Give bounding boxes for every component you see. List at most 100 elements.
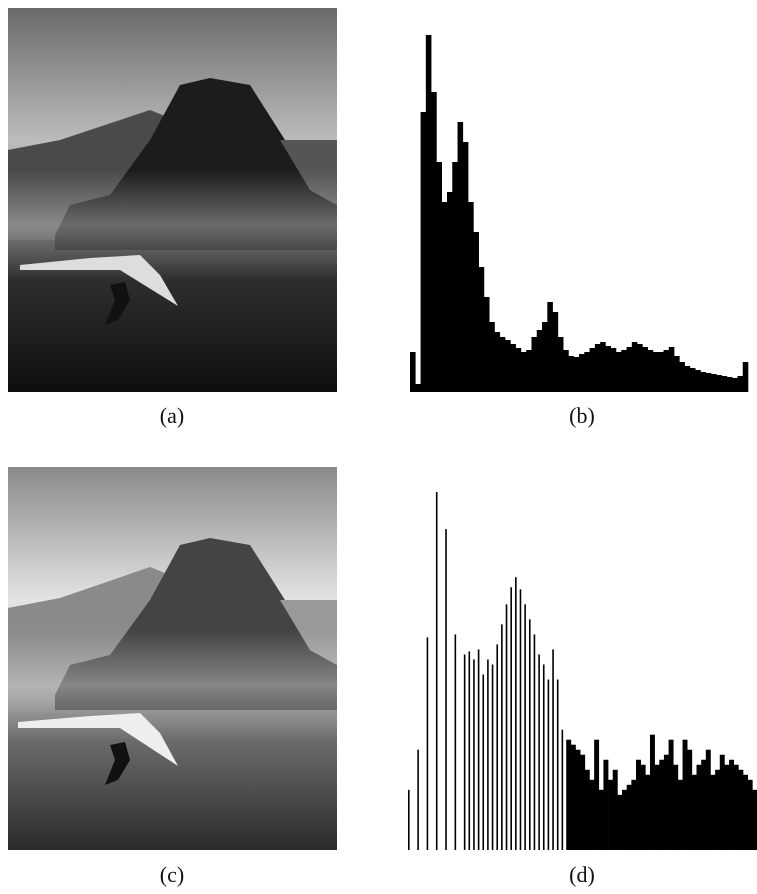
histogram-bar — [632, 342, 638, 392]
histogram-spike — [603, 760, 608, 850]
histogram-bar — [516, 348, 522, 392]
histogram-spike — [608, 780, 613, 850]
histogram-bar — [727, 377, 733, 392]
histogram-spike — [738, 770, 743, 850]
histogram-spike — [552, 649, 554, 850]
histogram-spike — [580, 755, 585, 850]
histogram-spike — [715, 770, 720, 850]
histogram-spike — [729, 760, 734, 850]
histogram-spike — [743, 775, 748, 850]
histogram-spike — [645, 775, 650, 850]
histogram-spike — [734, 765, 739, 850]
histogram-spike — [529, 619, 531, 850]
histogram-bar — [653, 352, 659, 392]
histogram-bar — [722, 376, 728, 392]
histogram-spike — [622, 790, 627, 850]
histogram-spike — [659, 760, 664, 850]
histogram-bar — [711, 374, 717, 392]
histogram-spike — [701, 760, 706, 850]
histogram-spike — [627, 785, 632, 850]
histogram-spike — [506, 604, 508, 850]
histogram-bar — [605, 346, 611, 392]
histogram-bar — [700, 372, 706, 392]
histogram-spike — [589, 780, 594, 850]
histogram-bar — [473, 232, 479, 392]
histogram-spike — [650, 735, 655, 850]
histogram-bar — [521, 352, 527, 392]
histogram-spike — [468, 651, 470, 850]
histogram-spike — [534, 634, 536, 850]
histogram-bar — [537, 330, 543, 392]
histogram-spike — [557, 680, 559, 850]
histogram-bar — [542, 322, 548, 392]
caption: (c) — [160, 862, 184, 887]
histogram-spike — [445, 529, 447, 850]
histogram-spike — [752, 790, 757, 850]
histogram-spike — [515, 577, 517, 850]
histogram-spike — [710, 775, 715, 850]
histogram-spike — [473, 659, 475, 850]
histogram-spike — [510, 587, 512, 850]
histogram-spike — [562, 730, 564, 850]
histogram-spike — [585, 770, 590, 850]
histogram-spike — [673, 765, 678, 850]
histogram-spike — [697, 765, 702, 850]
histogram-spike — [692, 775, 697, 850]
histogram-spike — [599, 790, 604, 850]
histogram-spike — [408, 790, 410, 850]
histogram-spike — [748, 780, 753, 850]
histogram-bar — [669, 347, 675, 392]
histogram-bar — [505, 340, 511, 392]
histogram-bar — [695, 370, 701, 392]
histogram-bar — [463, 142, 469, 392]
histogram-bar — [584, 352, 590, 392]
histogram-spike — [641, 765, 646, 850]
histogram-spike — [524, 604, 526, 850]
histogram-bar — [679, 362, 685, 392]
histogram-bar — [510, 344, 516, 392]
histogram-spike — [631, 780, 636, 850]
histogram-bar — [590, 348, 596, 392]
histogram-spike — [706, 750, 711, 850]
histogram-spike — [617, 795, 622, 850]
histogram-spike — [548, 680, 550, 850]
histogram-bar — [637, 344, 643, 392]
histogram-bar — [568, 356, 574, 392]
histogram-spike — [687, 750, 692, 850]
histogram-bar — [627, 347, 633, 392]
histogram-bar — [547, 302, 553, 392]
histogram-bar — [447, 192, 453, 392]
histogram-spike — [492, 664, 494, 850]
caption: (a) — [160, 403, 184, 428]
histogram-bar — [458, 122, 464, 392]
histogram-bar — [526, 350, 532, 392]
histogram-bar — [621, 350, 627, 392]
histogram-bar — [442, 202, 448, 392]
histogram-bar — [563, 350, 569, 392]
histogram-spike — [543, 664, 545, 850]
histogram-bar — [431, 92, 437, 392]
histogram-bar — [706, 373, 712, 392]
histogram-spike — [417, 750, 419, 850]
histogram-spike — [487, 659, 489, 850]
histogram-bar — [642, 347, 648, 392]
histogram-spike — [478, 649, 480, 850]
histogram-spike — [566, 740, 571, 850]
histogram-spike — [664, 755, 669, 850]
histogram-spike — [501, 624, 503, 850]
histogram-bar — [574, 357, 580, 392]
histogram-spike — [724, 765, 729, 850]
histogram-spike — [576, 750, 581, 850]
photo-original — [8, 8, 337, 392]
histogram-bar — [495, 332, 501, 392]
histogram-bar — [595, 344, 601, 392]
histogram-bar — [558, 337, 564, 392]
histogram-spike — [720, 755, 725, 850]
histogram-spike — [436, 492, 438, 850]
histogram-bar — [685, 366, 691, 392]
histogram-spike — [482, 675, 484, 850]
histogram-bar — [489, 322, 495, 392]
histogram-bar — [658, 352, 664, 392]
histogram-bar — [553, 312, 559, 392]
histogram-bar — [690, 368, 696, 392]
